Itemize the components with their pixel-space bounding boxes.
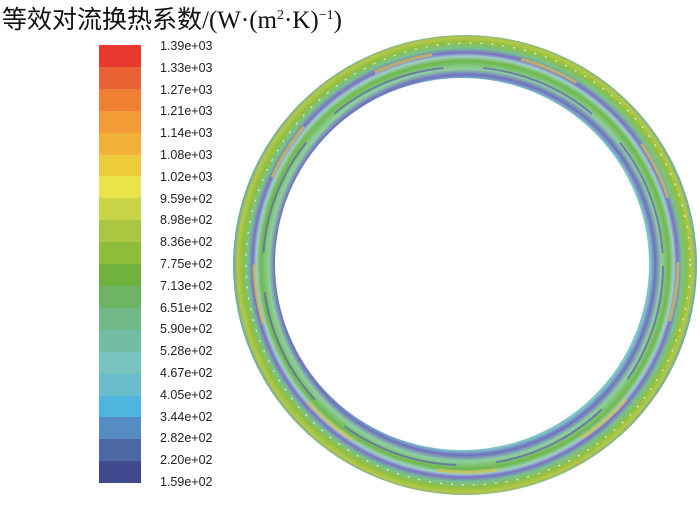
colorbar-band xyxy=(99,417,141,440)
colorbar-tick-label: 1.59e+02 xyxy=(160,475,213,489)
colorbar-tick-label: 1.14e+03 xyxy=(160,126,213,141)
title-sup: 2 xyxy=(276,8,284,23)
colorbar-band xyxy=(99,154,141,177)
chart-title: 等效对流换热系数/(W·(m2·K)−1) xyxy=(2,0,342,36)
colorbar-band xyxy=(99,307,141,330)
colorbar-tick-label: 1.33e+03 xyxy=(160,60,213,75)
colorbar-band xyxy=(99,439,141,462)
ring-streak xyxy=(252,50,680,474)
colorbar-tick-label: 1.21e+03 xyxy=(160,104,213,119)
colorbar-band xyxy=(99,132,141,155)
colorbar-band xyxy=(99,264,141,286)
ring-streak xyxy=(245,42,691,486)
ring-streak xyxy=(262,66,664,466)
colorbar-band xyxy=(99,395,141,418)
colorbar-tick-label: 5.28e+02 xyxy=(160,344,213,359)
colorbar-tick-label: 1.27e+03 xyxy=(160,82,213,97)
colorbar-tick-label: 2.20e+02 xyxy=(160,453,213,468)
colorbar-band xyxy=(99,285,141,308)
colorbar-tick-label: 8.98e+02 xyxy=(160,213,213,228)
colorbar-tick-label: 1.08e+03 xyxy=(160,148,213,162)
colorbar-tick-label: 7.75e+02 xyxy=(160,257,213,271)
colorbar-tick-label: 1.39e+03 xyxy=(160,39,213,53)
colorbar-tick-label: 7.13e+02 xyxy=(160,278,213,293)
colorbar-band xyxy=(99,110,141,133)
ring-body xyxy=(233,35,697,495)
colorbar-tick-label: 2.82e+02 xyxy=(160,431,213,446)
colorbar-band xyxy=(99,373,141,396)
colorbar-tick-label: 5.90e+02 xyxy=(160,322,213,337)
colorbar-tick-label: 3.44e+02 xyxy=(160,409,213,424)
title-text: 等效对流换热系数/(W·(m xyxy=(2,7,277,34)
title-sup: −1 xyxy=(318,8,334,23)
colorbar-tick-label: 6.51e+02 xyxy=(160,300,213,315)
colorbar-band xyxy=(99,220,141,243)
colorbar-tick-label: 8.36e+02 xyxy=(160,235,213,250)
colorbar-band xyxy=(99,242,141,265)
colorbar-tick-label: 1.02e+03 xyxy=(160,169,213,184)
colorbar-band xyxy=(99,461,141,484)
colorbar-tick-label: 9.59e+02 xyxy=(160,191,213,206)
title-text: ) xyxy=(333,7,342,34)
title-text: ·K) xyxy=(283,7,319,34)
colorbar-band xyxy=(99,198,141,221)
colorbar xyxy=(99,45,141,484)
colorbar-band xyxy=(99,66,141,89)
colorbar-band xyxy=(99,88,141,111)
colorbar-tick-label: 4.67e+02 xyxy=(160,366,213,380)
colorbar-band xyxy=(99,45,141,67)
colorbar-tick-label: 4.05e+02 xyxy=(160,387,213,402)
colorbar-band xyxy=(99,176,141,199)
colorbar-band xyxy=(99,351,141,374)
colorbar-band xyxy=(99,329,141,352)
